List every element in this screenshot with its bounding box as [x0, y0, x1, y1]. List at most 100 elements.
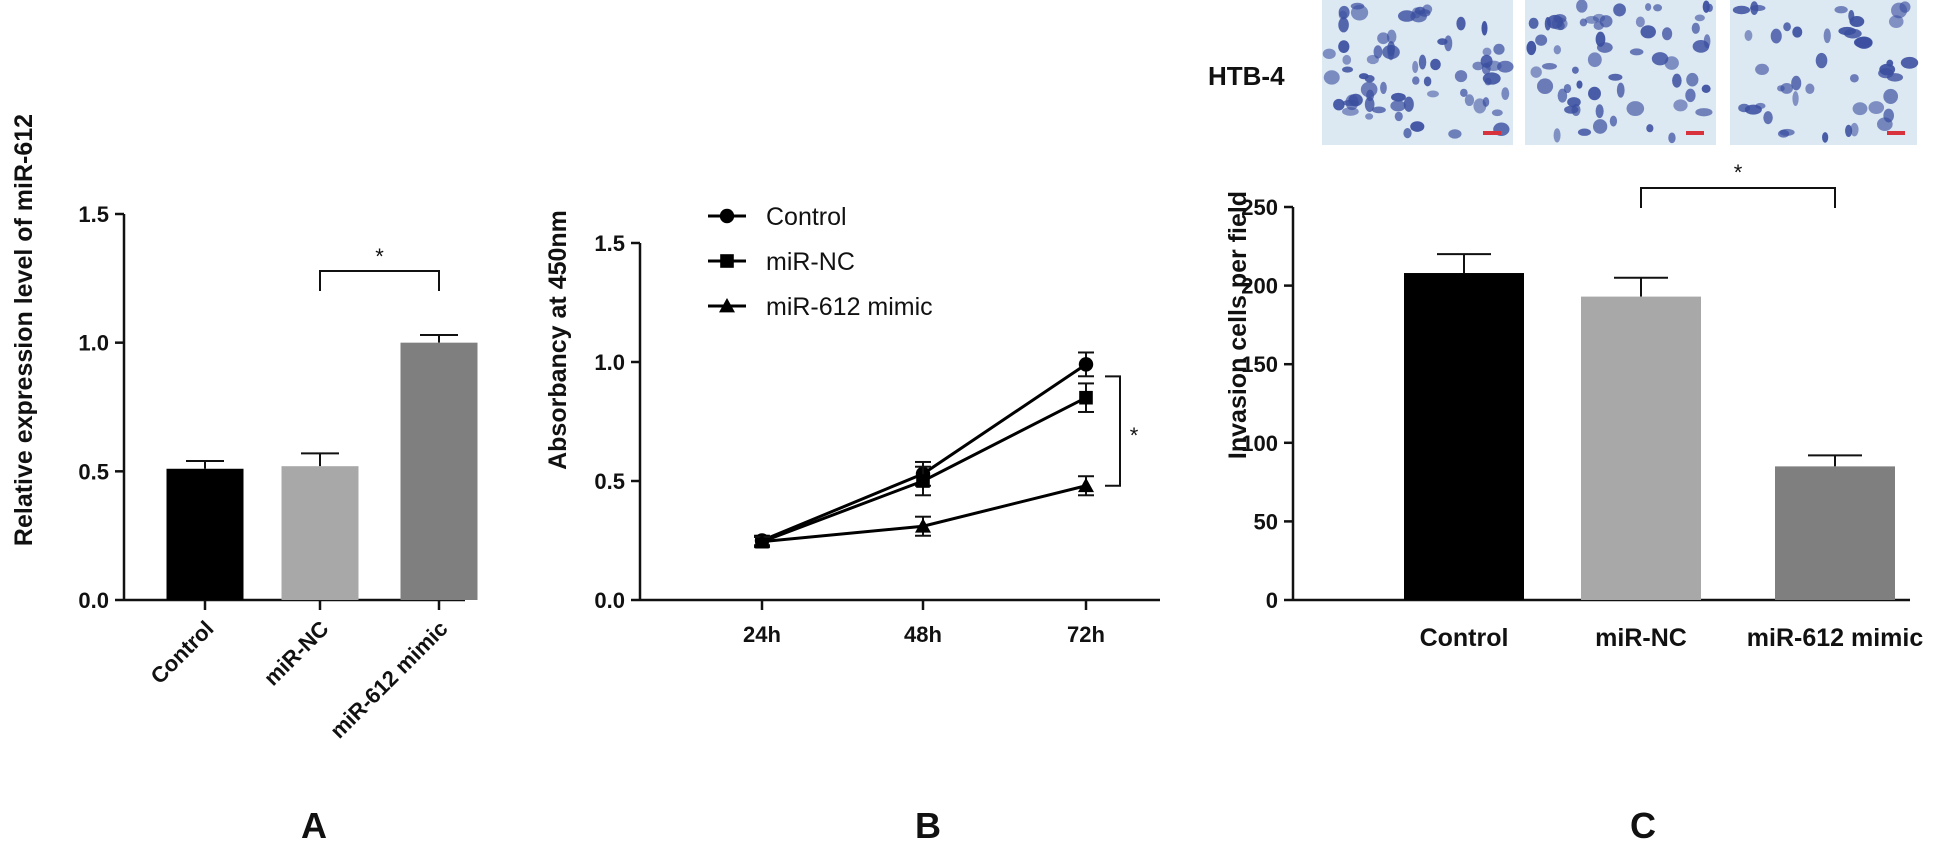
bar	[1581, 296, 1701, 600]
y-tick-label: 1.5	[594, 231, 625, 256]
stained-cell	[1651, 52, 1669, 66]
panel-c-y-axis-title: Invasion cells per field	[1224, 191, 1252, 459]
stained-cell	[1702, 0, 1710, 13]
micrograph-strip	[1322, 0, 1919, 145]
stained-cell	[1673, 99, 1688, 112]
y-tick-label: 50	[1254, 509, 1278, 534]
stained-cell	[1358, 73, 1369, 80]
panel-label: B	[915, 805, 941, 846]
x-tick-label: 72h	[1067, 622, 1105, 647]
stained-cell	[1791, 75, 1802, 91]
micrograph-image	[1730, 0, 1919, 145]
stained-cell	[1485, 60, 1502, 72]
stained-cell	[1350, 2, 1365, 10]
stained-cell	[1750, 1, 1759, 15]
stained-cell	[1564, 105, 1579, 114]
stained-cell	[1685, 88, 1696, 103]
stained-cell	[1448, 129, 1462, 139]
stained-cell	[1472, 61, 1484, 71]
stained-cell	[1365, 113, 1374, 120]
stained-cell	[1323, 70, 1340, 85]
stained-cell	[1609, 115, 1618, 127]
y-tick-label: 150	[1241, 352, 1278, 377]
stained-cell	[1526, 40, 1537, 56]
stained-cell	[1535, 34, 1548, 46]
y-tick-label: 100	[1241, 431, 1278, 456]
stained-cell	[1853, 36, 1872, 48]
scale-bar	[1887, 131, 1905, 135]
y-tick-label: 0	[1266, 588, 1278, 613]
stained-cell	[1763, 111, 1773, 125]
stained-cell	[1662, 27, 1673, 41]
stained-cell	[1645, 3, 1652, 11]
stained-cell	[1608, 73, 1623, 81]
stained-cell	[1482, 47, 1492, 57]
stained-cell	[1410, 121, 1425, 132]
stained-cell	[1635, 16, 1645, 28]
stained-cell	[1418, 9, 1431, 17]
stained-cell	[1481, 21, 1488, 36]
stained-cell	[1571, 66, 1579, 74]
panel-label: A	[301, 805, 327, 846]
x-tick-label: 48h	[904, 622, 942, 647]
stained-cell	[1640, 25, 1656, 39]
stained-cell	[1646, 124, 1654, 133]
x-tick-label: miR-NC	[1595, 624, 1687, 652]
stained-cell	[1703, 34, 1711, 49]
stained-cell	[1595, 104, 1604, 119]
marker-square	[916, 474, 930, 488]
stained-cell	[1427, 90, 1439, 98]
marker-triangle	[754, 533, 770, 549]
bar	[166, 468, 244, 600]
stained-cell	[1360, 81, 1378, 98]
stained-cell	[1397, 10, 1416, 22]
stained-cell	[1613, 3, 1626, 17]
stained-cell	[1403, 128, 1412, 139]
stained-cell	[1770, 28, 1782, 44]
y-tick-label: 0.5	[78, 459, 109, 484]
stained-cell	[1668, 132, 1676, 144]
stained-cell	[1541, 62, 1558, 70]
stained-cell	[1371, 106, 1386, 114]
marker-circle	[719, 208, 735, 224]
stained-cell	[1456, 16, 1466, 31]
x-tick-label: Control	[146, 616, 219, 689]
stained-cell	[1626, 101, 1645, 117]
stained-cell	[1805, 83, 1815, 95]
stained-cell	[1900, 56, 1919, 69]
y-tick-label: 0.5	[594, 469, 625, 494]
stained-cell	[1888, 15, 1904, 28]
stained-cell	[1373, 45, 1383, 59]
stained-cell	[1777, 85, 1785, 92]
stained-cell	[1394, 111, 1403, 122]
stained-cell	[1755, 102, 1766, 110]
stained-cell	[1473, 98, 1487, 114]
stained-cell	[1792, 26, 1803, 38]
micrograph-image	[1322, 0, 1514, 145]
stained-cell	[1484, 77, 1492, 86]
stained-cell	[1738, 103, 1751, 113]
stained-cell	[1412, 60, 1419, 74]
y-tick-label: 200	[1241, 274, 1278, 299]
stained-cell	[1576, 80, 1583, 89]
stained-cell	[1553, 45, 1562, 55]
bar	[1404, 273, 1524, 600]
series-line	[761, 363, 1087, 542]
micrograph-image	[1525, 0, 1716, 145]
significance-star: *	[1734, 160, 1743, 185]
stained-cell	[1592, 119, 1608, 134]
stained-cell	[1599, 15, 1613, 28]
stained-cell	[1576, 0, 1588, 13]
stained-cell	[1834, 6, 1848, 14]
stained-cell	[1616, 82, 1625, 98]
stained-cell	[1557, 88, 1568, 103]
y-tick-label: 1.0	[78, 331, 109, 356]
stained-cell	[1686, 72, 1699, 87]
stained-cell	[1412, 76, 1420, 85]
stained-cell	[1843, 28, 1862, 39]
stained-cell	[1587, 52, 1602, 68]
legend-label: Control	[766, 203, 847, 231]
marker-triangle	[719, 298, 735, 313]
bar	[281, 466, 359, 600]
